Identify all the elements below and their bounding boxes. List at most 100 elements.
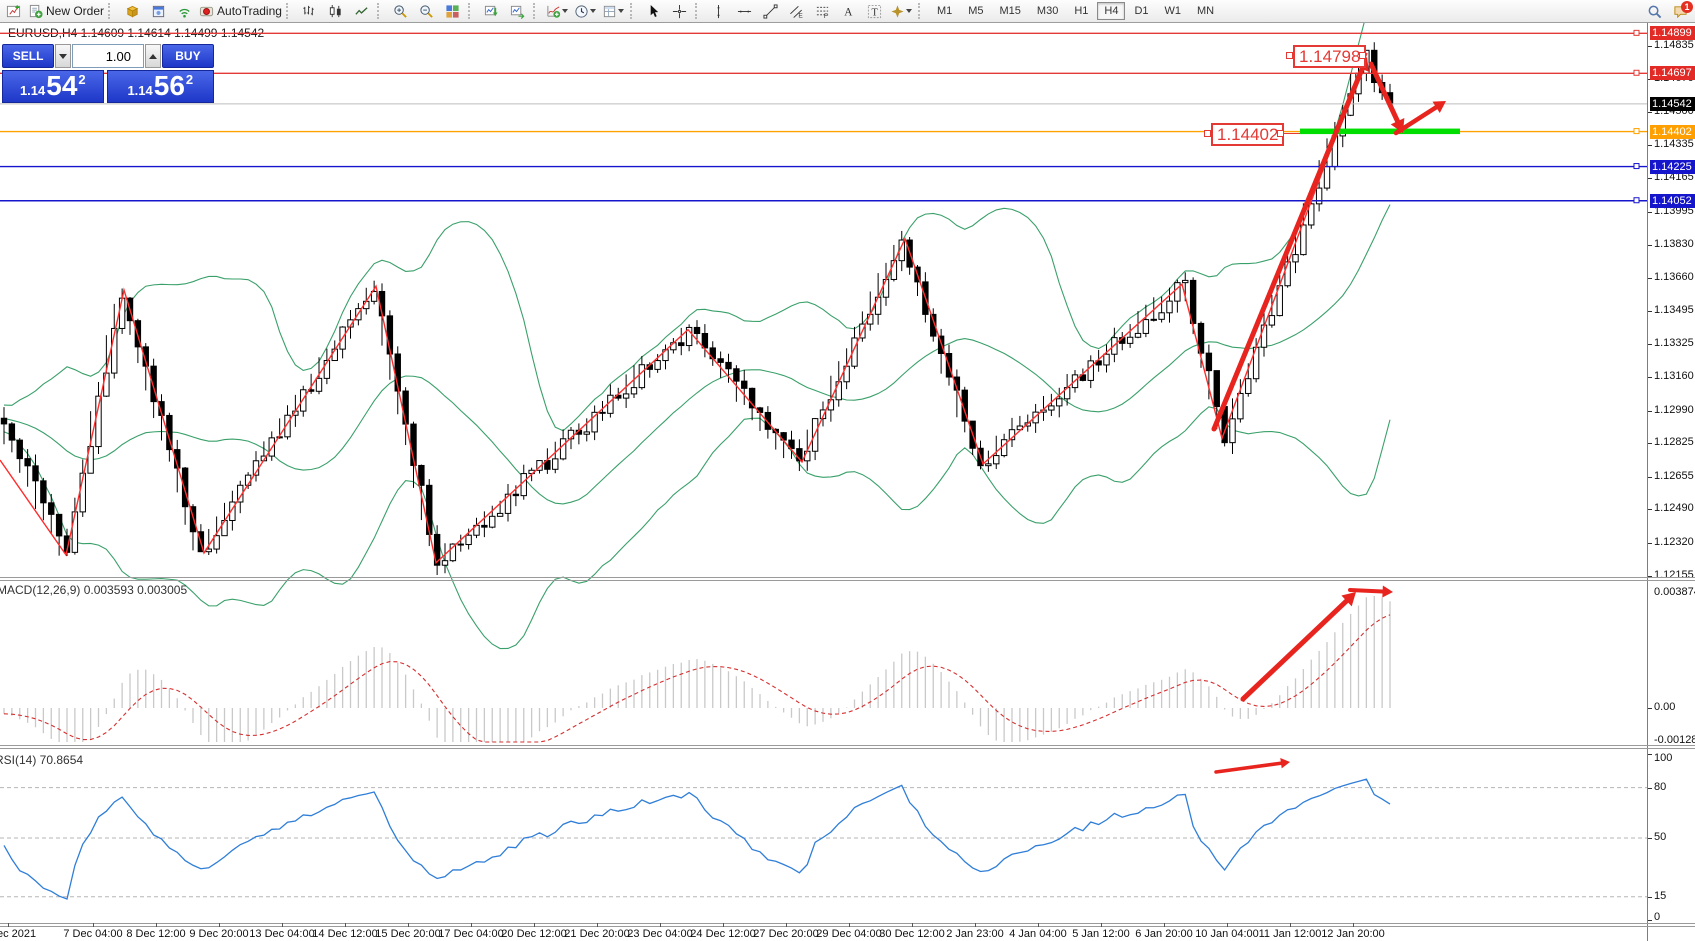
- new-chart-button[interactable]: [0, 1, 26, 21]
- sell-button[interactable]: SELL: [2, 44, 55, 68]
- timeframe-w1[interactable]: W1: [1164, 5, 1182, 17]
- axis-tick-label: 1.12320: [1654, 536, 1694, 549]
- time-axis-label: 9 Dec 20:00: [189, 928, 249, 940]
- autotrading-button[interactable]: AutoTrading: [197, 1, 284, 21]
- label-tool-button[interactable]: T: [862, 1, 888, 21]
- templates-button[interactable]: [600, 1, 628, 21]
- bar-chart-mode-button[interactable]: [297, 1, 323, 21]
- time-axis-tick: [849, 923, 850, 927]
- time-axis-tick: [912, 923, 913, 927]
- trend-arrows: [1211, 57, 1446, 774]
- time-axis-label: 8 Dec 12:00: [126, 928, 186, 940]
- axis-tick-label: 1.12155: [1654, 568, 1694, 581]
- axis-tick-mark: [1648, 344, 1652, 346]
- axis-tick-label: 1.13325: [1654, 337, 1694, 350]
- price-level-badge: 1.14225: [1650, 159, 1695, 174]
- new-order-icon: [28, 4, 43, 19]
- timeframe-h4[interactable]: H4: [1097, 2, 1126, 20]
- axis-tick-mark: [1648, 920, 1652, 921]
- zoom-out-button[interactable]: [414, 1, 440, 21]
- chart-shift-button[interactable]: [505, 1, 531, 21]
- vertical-line-tool-button[interactable]: [706, 1, 732, 21]
- trendline-tool-button[interactable]: [758, 1, 784, 21]
- timeframe-m1[interactable]: M1: [936, 5, 953, 17]
- time-axis-tick: [1038, 923, 1039, 927]
- timeframe-d1[interactable]: D1: [1134, 5, 1149, 17]
- buy-price-big: 56: [153, 70, 185, 101]
- time-axis-label: 29 Dec 04:00: [816, 928, 882, 940]
- search-button[interactable]: [1641, 1, 1667, 21]
- text-tool-button[interactable]: A: [836, 1, 862, 21]
- signals-button[interactable]: [171, 1, 197, 21]
- toolbar-right: 1: [1641, 0, 1693, 22]
- horizontal-line-tool-button[interactable]: [732, 1, 758, 21]
- timeframe-mn[interactable]: MN: [1197, 5, 1215, 17]
- annotation-handle[interactable]: [1286, 52, 1293, 59]
- sell-price[interactable]: 1.14 54 2: [2, 70, 104, 103]
- price-axis[interactable]: 1.148351.146701.145001.143351.141651.139…: [1647, 23, 1695, 941]
- axis-tick-mark: [1648, 575, 1652, 577]
- data-window-icon: [151, 4, 166, 19]
- toolbar-separator: [108, 3, 117, 19]
- time-axis-label: 11 Jan 12:00: [1258, 928, 1322, 940]
- macd-axis-max: 0.003874: [1654, 586, 1695, 598]
- auto-arrange-button[interactable]: [479, 1, 505, 21]
- chevron-down-icon: [561, 9, 568, 13]
- time-axis-tick: [786, 923, 787, 927]
- channel-tool-button[interactable]: E: [784, 1, 810, 21]
- axis-tick-mark: [1648, 410, 1652, 412]
- crosshair-tool-icon: [672, 4, 687, 19]
- time-axis-label: 5 Jan 12:00: [1072, 928, 1130, 940]
- fibonacci-tool-button[interactable]: F: [810, 1, 836, 21]
- time-axis-tick: [1290, 923, 1291, 927]
- line-chart-mode-button[interactable]: [349, 1, 375, 21]
- price-level-badge: 1.14052: [1650, 193, 1695, 208]
- candlestick-mode-button[interactable]: [323, 1, 349, 21]
- new-order-button[interactable]: New Order: [26, 1, 106, 21]
- price-annotation[interactable]: 1.14402: [1211, 123, 1285, 146]
- rsi-layer: [0, 778, 1647, 900]
- new-order-label: New Order: [46, 4, 105, 18]
- time-axis-label: 10 Jan 04:00: [1195, 928, 1259, 940]
- market-watch-button[interactable]: [119, 1, 145, 21]
- annotation-handle[interactable]: [1359, 52, 1366, 59]
- arrows-tool-button[interactable]: [888, 1, 916, 21]
- crosshair-tool-button[interactable]: [667, 1, 693, 21]
- zoom-in-button[interactable]: [388, 1, 414, 21]
- autotrading-icon: [199, 4, 214, 19]
- chevron-down-icon: [589, 9, 596, 13]
- axis-tick-mark: [1648, 178, 1652, 180]
- indicators-button[interactable]: [544, 1, 572, 21]
- volume-decrease-button[interactable]: [55, 44, 71, 68]
- axis-tick-mark: [1648, 310, 1652, 312]
- time-axis-tick: [975, 923, 976, 927]
- time-axis-tick: [1101, 923, 1102, 927]
- volume-increase-button[interactable]: [145, 44, 161, 68]
- rsi-axis-label: 80: [1654, 780, 1667, 793]
- volume-input[interactable]: [72, 44, 144, 68]
- pane-separator: [0, 577, 1695, 578]
- periods-button[interactable]: [572, 1, 600, 21]
- tile-windows-button[interactable]: [440, 1, 466, 21]
- timeframe-m30[interactable]: M30: [1036, 5, 1059, 17]
- buy-price[interactable]: 1.14 56 2: [106, 70, 214, 103]
- buy-button[interactable]: BUY: [161, 44, 214, 68]
- timeframe-m5[interactable]: M5: [968, 5, 984, 17]
- time-axis-label: 15 Dec 20:00: [375, 928, 441, 940]
- annotation-handle[interactable]: [1277, 130, 1284, 137]
- axis-tick-label: 1.14165: [1654, 171, 1694, 184]
- channel-tool-icon: E: [789, 4, 804, 19]
- toolbar-separator: [694, 3, 704, 19]
- timeframe-h1[interactable]: H1: [1074, 5, 1089, 17]
- chevron-down-icon: [617, 9, 624, 13]
- price-annotation[interactable]: 1.14798: [1293, 45, 1367, 68]
- time-axis-tick: [1353, 923, 1354, 927]
- annotation-handle[interactable]: [1204, 130, 1211, 137]
- community-button[interactable]: 1: [1667, 1, 1693, 21]
- cursor-tool-button[interactable]: [641, 1, 667, 21]
- arrows-tool-icon: [890, 4, 905, 19]
- price-level-badge: 1.14899: [1650, 26, 1695, 41]
- data-window-button[interactable]: [145, 1, 171, 21]
- timeframe-m15[interactable]: M15: [999, 5, 1021, 17]
